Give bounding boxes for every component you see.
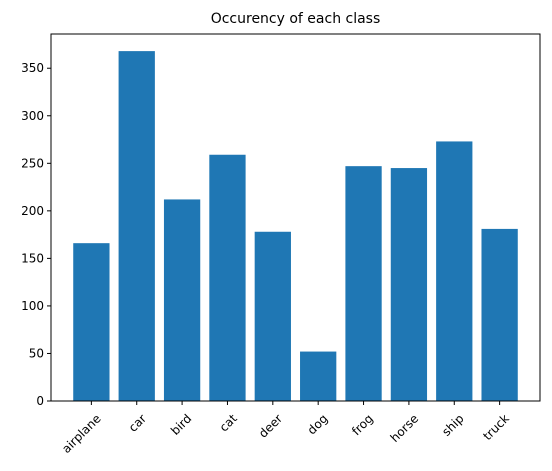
y-tick-label: 250 xyxy=(21,156,44,170)
y-tick-label: 200 xyxy=(21,204,44,218)
x-tick-label: truck xyxy=(480,411,512,443)
x-tick-label: car xyxy=(126,411,149,434)
bar-airplane xyxy=(73,243,110,401)
y-tick-label: 350 xyxy=(21,61,44,75)
x-tick-label: frog xyxy=(349,411,376,438)
plot-frame xyxy=(50,33,541,402)
y-tick-label: 300 xyxy=(21,109,44,123)
bar-ship xyxy=(436,141,473,402)
x-tick-label: airplane xyxy=(59,411,103,455)
bar-truck xyxy=(481,228,518,401)
y-tick-label: 100 xyxy=(21,299,44,313)
bar-frog xyxy=(345,166,382,401)
bar-cat xyxy=(209,154,246,401)
x-tick-label: horse xyxy=(388,411,422,445)
bar-horse xyxy=(390,168,428,401)
bar-car xyxy=(118,51,155,402)
x-tick-label: ship xyxy=(439,411,466,438)
x-tick-label: deer xyxy=(256,411,285,440)
y-tick-label: 50 xyxy=(29,346,44,360)
bars-group xyxy=(73,51,518,402)
x-axis: airplane car bird cat deer dog frog horse ship tr… xyxy=(59,401,512,456)
x-tick-label: dog xyxy=(305,411,331,437)
bar-deer xyxy=(254,231,291,401)
bar-dog xyxy=(300,351,337,401)
y-axis: 0 50 100 150 200 250 300 350 xyxy=(21,61,51,408)
y-tick-label: 150 xyxy=(21,251,44,265)
x-tick-label: cat xyxy=(217,411,240,434)
bar-bird xyxy=(163,199,201,401)
y-tick-label: 0 xyxy=(36,394,44,408)
x-tick-label: bird xyxy=(168,411,194,437)
chart-title: Occurency of each class xyxy=(211,11,381,27)
